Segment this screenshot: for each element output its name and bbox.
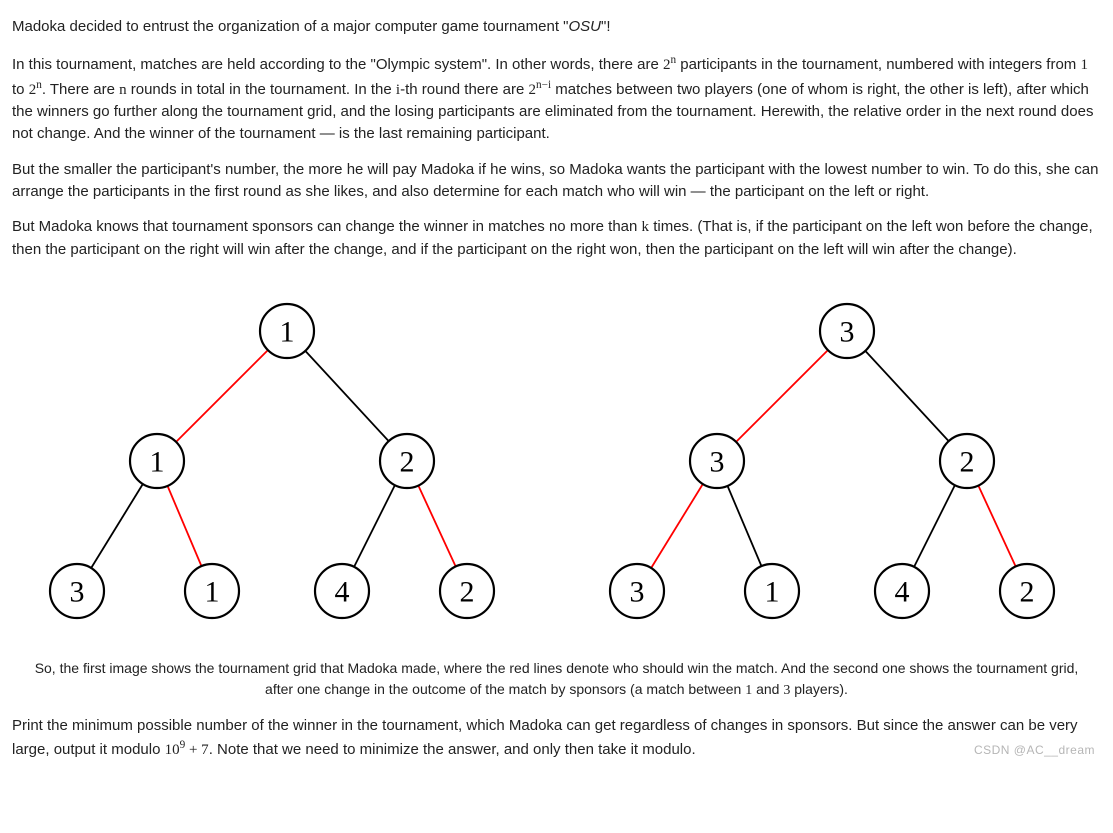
tree-edge <box>176 350 268 442</box>
text: and <box>752 681 783 697</box>
tree-node-label: 3 <box>69 575 84 608</box>
text: In this tournament, matches are held acc… <box>12 56 663 73</box>
tree-edge <box>727 486 761 566</box>
tree-node-label: 1 <box>279 315 294 348</box>
tree-edge <box>354 485 395 567</box>
paragraph-3: But the smaller the participant's number… <box>12 159 1101 203</box>
paragraph-2: In this tournament, matches are held acc… <box>12 52 1101 145</box>
tree-node-label: 4 <box>334 575 349 608</box>
tree-edge <box>978 485 1015 566</box>
tree-node-label: 2 <box>459 575 474 608</box>
tree-edge <box>167 486 201 566</box>
base: 2 <box>529 82 537 98</box>
paragraph-5: Print the minimum possible number of the… <box>12 715 1101 762</box>
math-2n: 2n <box>663 57 676 73</box>
tree-edge <box>736 350 828 442</box>
paragraph-1: Madoka decided to entrust the organizati… <box>12 16 1101 38</box>
tree-node-label: 2 <box>959 445 974 478</box>
tree-node-label: 4 <box>894 575 909 608</box>
bracket-tree: 3 3 2 3 1 4 2 <box>610 304 1054 618</box>
math-2n: 2n <box>29 82 42 98</box>
tree-edge <box>914 485 955 567</box>
tree-node-label: 3 <box>629 575 644 608</box>
text: "! <box>601 18 611 35</box>
text: players). <box>790 681 848 697</box>
text: to <box>12 81 29 98</box>
text: . Note that we need to minimize the answ… <box>209 741 696 758</box>
math-n: n <box>119 82 127 98</box>
math-2ni: 2n−i <box>529 82 552 98</box>
text: Madoka decided to entrust the organizati… <box>12 18 568 35</box>
base: 10 <box>165 742 180 758</box>
math-mod: 109 + 7 <box>165 742 209 758</box>
text: So, the first image shows the tournament… <box>35 660 1079 697</box>
tree-edge <box>865 351 948 441</box>
math-1: 1 <box>1080 57 1088 73</box>
paragraph-4: But Madoka knows that tournament sponsor… <box>12 216 1101 261</box>
text: participants in the tournament, numbered… <box>676 56 1080 73</box>
tree-edge <box>418 485 455 566</box>
tree-edge <box>91 484 143 568</box>
text: -th round there are <box>400 81 528 98</box>
tree-node-label: 1 <box>149 445 164 478</box>
tournament-diagram: 1 1 2 3 1 4 2 3 3 2 3 1 4 2 <box>12 281 1101 648</box>
text: rounds in total in the tournament. In th… <box>127 81 396 98</box>
tree-node-label: 3 <box>709 445 724 478</box>
tree-node-label: 3 <box>839 315 854 348</box>
tree-node-label: 2 <box>399 445 414 478</box>
trees-svg: 1 1 2 3 1 4 2 3 3 2 3 1 4 2 <box>17 281 1097 641</box>
exp: n−i <box>536 79 551 91</box>
figure-caption: So, the first image shows the tournament… <box>32 658 1081 701</box>
tree-edge <box>305 351 388 441</box>
tree-node-label: 2 <box>1019 575 1034 608</box>
tree-edge <box>651 484 703 568</box>
tree-node-label: 1 <box>204 575 219 608</box>
text: . There are <box>42 81 119 98</box>
plus: + 7 <box>185 742 208 758</box>
tree-node-label: 1 <box>764 575 779 608</box>
osu-emph: OSU <box>568 18 601 35</box>
bracket-tree: 1 1 2 3 1 4 2 <box>50 304 494 618</box>
text: But Madoka knows that tournament sponsor… <box>12 218 642 235</box>
math-k: k <box>642 219 650 235</box>
